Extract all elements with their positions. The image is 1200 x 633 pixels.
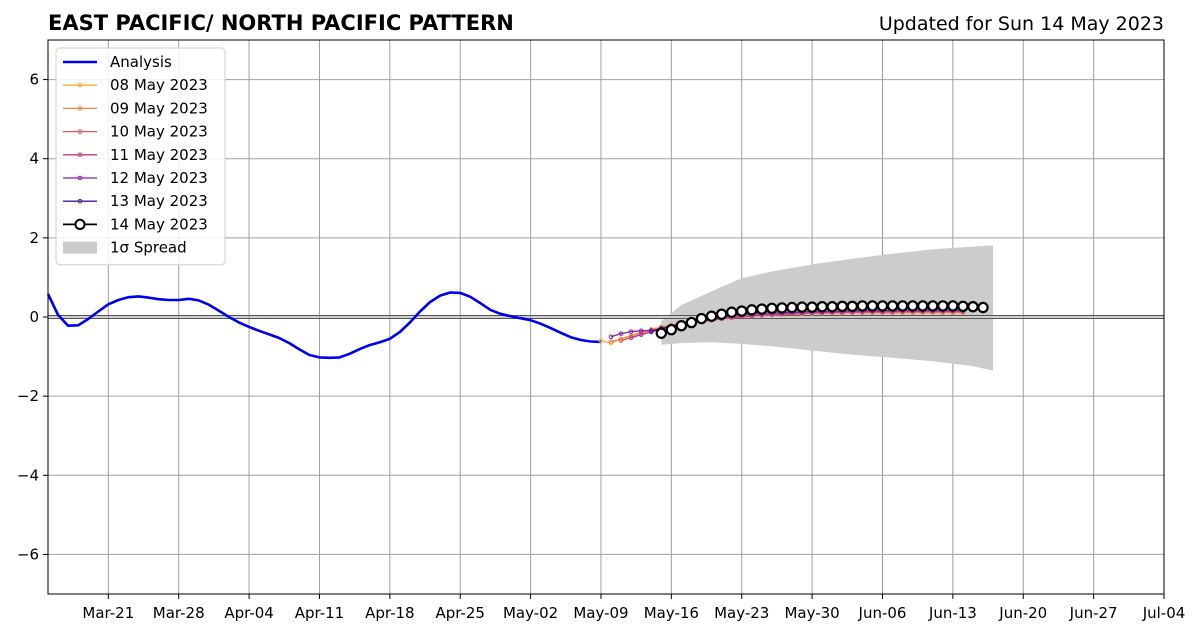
forecast-marker	[816, 301, 828, 313]
legend-swatch-marker	[77, 106, 83, 111]
forecast-marker	[927, 300, 939, 312]
x-tick-label: Apr-18	[365, 604, 415, 622]
x-tick-label: May-09	[573, 604, 628, 622]
forecast-marker	[695, 312, 708, 325]
legend-label: 12 May 2023	[110, 169, 208, 187]
legend-label: 11 May 2023	[110, 146, 208, 164]
forecast-marker	[736, 305, 748, 317]
forecast-marker	[598, 338, 604, 344]
legend-swatch-marker	[77, 129, 83, 134]
chart-subtitle: Updated for Sun 14 May 2023	[879, 13, 1164, 35]
x-tick-label: May-30	[784, 604, 839, 622]
forecast-marker	[957, 300, 969, 313]
legend-label: Analysis	[110, 53, 172, 71]
legend-label: 14 May 2023	[110, 215, 208, 233]
legend-label: 13 May 2023	[110, 192, 208, 210]
x-tick-label: Jul-04	[1142, 604, 1186, 622]
x-tick-label: Mar-28	[153, 604, 205, 622]
forecast-marker	[776, 302, 788, 314]
forecast-marker	[977, 301, 989, 314]
x-tick-label: May-02	[503, 604, 558, 622]
forecast-marker	[917, 300, 929, 312]
x-tick-label: Jun-20	[998, 604, 1047, 622]
forecast-marker	[665, 323, 678, 336]
forecast-marker	[937, 300, 949, 312]
y-tick-label: −4	[17, 466, 39, 484]
forecast-marker	[705, 310, 718, 322]
legend-label: 08 May 2023	[110, 76, 208, 94]
forecast-marker	[675, 320, 688, 332]
forecast-marker	[638, 328, 644, 334]
forecast-marker	[725, 306, 738, 318]
y-tick-label: 6	[29, 71, 39, 89]
forecast-series	[655, 300, 989, 339]
legend-swatch-marker	[77, 175, 83, 181]
legend-label: 10 May 2023	[110, 123, 208, 141]
forecast-marker	[796, 301, 808, 313]
legend-swatch-spread	[63, 241, 97, 254]
forecast-marker	[866, 300, 879, 312]
forecast-marker	[766, 302, 778, 314]
forecast-marker	[715, 308, 728, 320]
x-tick-label: Jun-13	[928, 604, 977, 622]
legend: Analysis 08 May 2023 09 May 2023 10 May 202…	[55, 47, 226, 266]
y-tick-label: −2	[17, 387, 39, 405]
forecast-marker	[618, 336, 624, 342]
forecast-marker	[906, 300, 919, 312]
x-tick-label: Jun-06	[858, 604, 907, 622]
forecast-marker	[756, 303, 768, 315]
series-layer	[46, 291, 989, 360]
forecast-marker	[856, 300, 869, 312]
forecast-marker	[608, 334, 614, 340]
forecast-marker	[826, 301, 838, 313]
forecast-marker	[648, 329, 654, 334]
forecast-marker	[836, 300, 848, 313]
forecast-marker	[655, 327, 667, 339]
legend-label: 1σ Spread	[110, 239, 187, 257]
legend-box	[55, 47, 226, 266]
forecast-marker	[886, 300, 899, 312]
y-tick-label: 0	[29, 308, 39, 326]
forecast-marker	[628, 329, 634, 334]
y-tick-label: 2	[29, 229, 39, 247]
forecast-marker	[786, 301, 798, 314]
axes: Mar-21 Mar-28 Apr-04 Apr-11 Apr-18 Apr-25 May-…	[17, 39, 1186, 622]
x-tick-label: May-23	[714, 604, 769, 622]
forecast-marker	[618, 331, 624, 336]
legend-label: 09 May 2023	[110, 99, 208, 117]
forecast-marker	[896, 300, 909, 312]
forecast-marker	[967, 301, 979, 313]
legend-swatch-marker	[74, 218, 86, 230]
forecast-marker	[608, 339, 614, 344]
legend-swatch-marker	[77, 82, 83, 88]
x-tick-label: Apr-25	[435, 604, 485, 622]
forecast-marker	[628, 335, 634, 340]
forecast-marker	[846, 300, 859, 313]
forecast-marker	[876, 300, 889, 312]
y-tick-label: 4	[29, 150, 39, 168]
forecast-marker	[685, 316, 698, 329]
x-tick-label: Mar-21	[82, 604, 134, 622]
legend-swatch-marker	[77, 152, 83, 158]
forecast-marker	[618, 338, 624, 344]
chart-title: EAST PACIFIC/ NORTH PACIFIC PATTERN	[48, 11, 514, 35]
forecast-marker	[806, 301, 818, 313]
x-tick-label: Apr-11	[295, 604, 345, 622]
forecast-marker	[746, 304, 758, 316]
y-tick-label: −6	[17, 545, 39, 563]
analysis-line	[46, 291, 602, 360]
x-tick-label: Jun-27	[1069, 604, 1118, 622]
plot-frame	[47, 39, 1165, 595]
legend-swatch-marker	[77, 198, 83, 204]
forecast-marker	[947, 300, 959, 312]
x-tick-label: May-16	[644, 604, 699, 622]
x-tick-label: Apr-04	[224, 604, 274, 622]
